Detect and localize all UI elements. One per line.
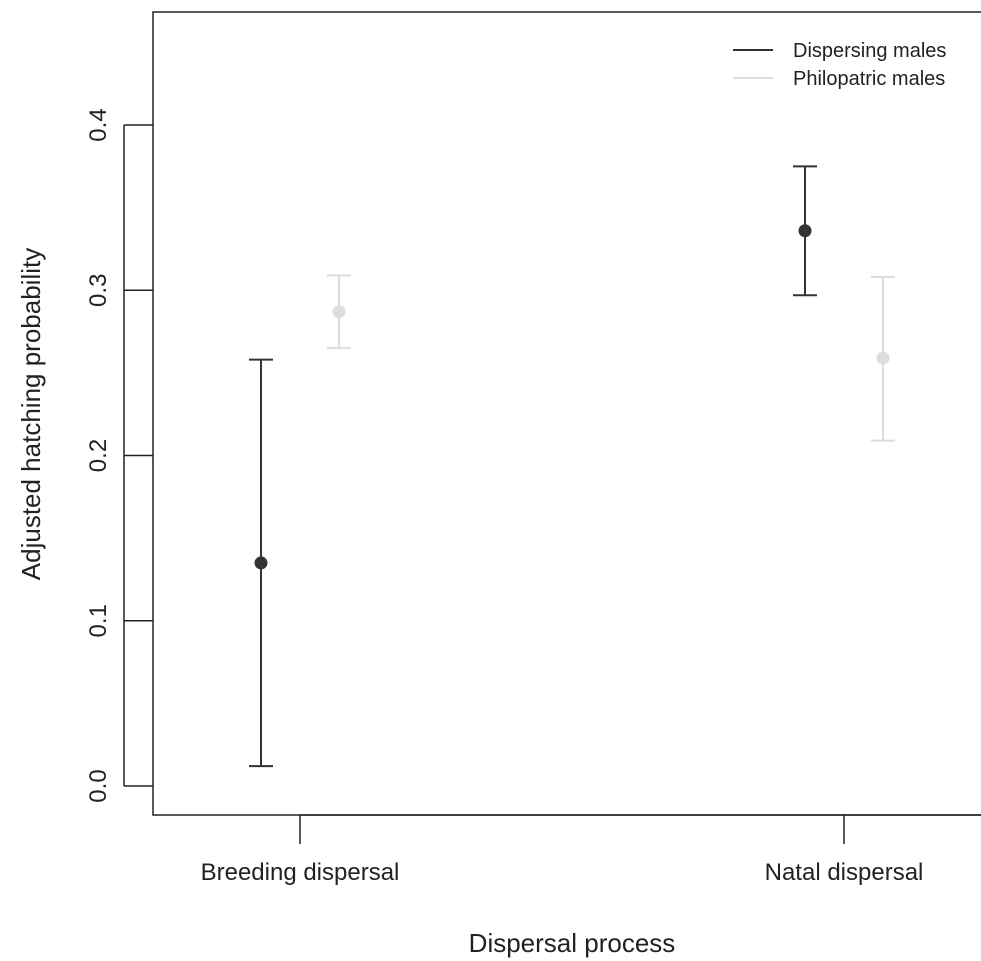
legend: Dispersing males Philopatric males <box>733 40 946 90</box>
y-tick-label: 0.1 <box>85 604 112 637</box>
data-point <box>332 305 346 319</box>
x-axis: Breeding dispersal Natal dispersal <box>201 814 981 886</box>
y-axis-title: Adjusted hatching probability <box>16 248 46 580</box>
x-axis-title: Dispersal process <box>469 928 676 958</box>
data-point <box>254 556 268 570</box>
data-point <box>876 351 890 365</box>
data-points <box>254 224 890 570</box>
legend-label: Dispersing males <box>793 40 946 62</box>
x-tick-label: Breeding dispersal <box>201 859 400 886</box>
legend-label: Philopatric males <box>793 68 945 90</box>
y-axis: 0.0 0.1 0.2 0.3 0.4 <box>85 108 153 803</box>
plot-frame <box>152 11 981 816</box>
y-tick-label: 0.0 <box>85 769 112 802</box>
y-tick-label: 0.4 <box>85 108 112 141</box>
error-bars <box>249 165 895 768</box>
data-point <box>798 224 812 238</box>
y-tick-label: 0.2 <box>85 439 112 472</box>
y-tick-label: 0.3 <box>85 274 112 307</box>
x-tick-label: Natal dispersal <box>765 859 924 886</box>
